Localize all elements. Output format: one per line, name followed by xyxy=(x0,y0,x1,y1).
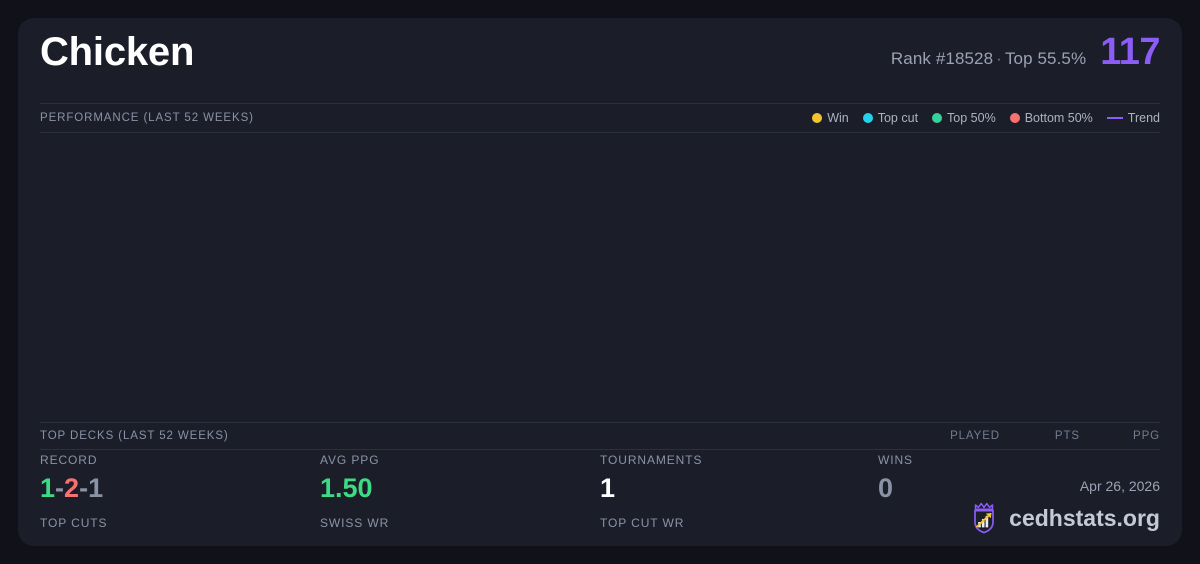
dot-icon xyxy=(932,113,943,123)
sub-label-top-cut-wr: TOP CUT WR xyxy=(600,516,685,530)
record-draws: 1 xyxy=(88,473,104,503)
dot-icon xyxy=(812,113,823,123)
stat-tournaments: TOURNAMENTS 1 TOP CUT WR xyxy=(600,454,878,546)
legend-label: Trend xyxy=(1127,111,1160,125)
column-header-ppg: PPG xyxy=(1133,430,1160,442)
footer-date: Apr 26, 2026 xyxy=(1079,478,1160,494)
dot-icon xyxy=(862,113,873,123)
card-footer: Apr 26, 2026 cedhstats.org xyxy=(970,479,1160,534)
rank-block: Rank #18528 · Top 55.5% 117 xyxy=(891,31,1161,73)
top-decks-section-label: TOP DECKS (LAST 52 WEEKS) xyxy=(40,430,229,442)
record-sep: - xyxy=(79,473,89,503)
rank-separator: · xyxy=(996,49,1002,68)
sub-label-top-cuts: TOP CUTS xyxy=(40,516,108,530)
wins-value: 0 xyxy=(878,473,894,503)
legend-item-win[interactable]: Win xyxy=(812,111,849,125)
chart-legend: Win Top cut Top 50% Bottom 50% Trend xyxy=(812,111,1160,125)
legend-label: Top 50% xyxy=(947,111,996,125)
stat-label: TOURNAMENTS xyxy=(600,453,703,467)
performance-chart[interactable] xyxy=(40,134,1160,420)
legend-label: Win xyxy=(827,111,849,125)
tournaments-value: 1 xyxy=(600,473,616,503)
legend-item-bottom-50[interactable]: Bottom 50% xyxy=(1009,111,1093,125)
stat-label: RECORD xyxy=(40,453,98,467)
record-losses: 2 xyxy=(64,473,80,503)
performance-section-label: PERFORMANCE (LAST 52 WEEKS) xyxy=(40,112,254,124)
brand-name: cedhstats.org xyxy=(1009,504,1160,531)
legend-item-top-cut[interactable]: Top cut xyxy=(862,111,919,125)
rank-meta: Rank #18528 · Top 55.5% xyxy=(891,49,1086,69)
performance-bar: PERFORMANCE (LAST 52 WEEKS) Win Top cut … xyxy=(40,103,1160,133)
legend-item-top-50[interactable]: Top 50% xyxy=(932,111,996,125)
stat-avg-ppg: AVG PPG 1.50 SWISS WR xyxy=(320,454,600,546)
stat-label: AVG PPG xyxy=(320,453,380,467)
chart-plot-area xyxy=(40,134,1160,420)
column-header-pts: PTS xyxy=(1054,430,1080,442)
shield-chart-crown-icon xyxy=(974,502,995,534)
legend-item-trend[interactable]: Trend xyxy=(1106,111,1160,125)
top-percent-label: Top 55.5% xyxy=(1004,49,1087,68)
score-value: 117 xyxy=(1100,31,1160,73)
sub-label-swiss-wr: SWISS WR xyxy=(320,516,390,530)
record-wins: 1 xyxy=(40,473,56,503)
column-header-played: PLAYED xyxy=(950,430,1000,442)
player-card: Chicken Rank #18528 · Top 55.5% 117 PERFOR… xyxy=(18,18,1182,546)
stat-wins: WINS 0 xyxy=(878,454,1160,546)
dot-icon xyxy=(1009,113,1020,123)
stats-grid: RECORD 1-2-1 TOP CUTS AVG PPG 1.50 SWISS… xyxy=(40,454,1160,546)
stat-record: RECORD 1-2-1 TOP CUTS xyxy=(40,454,320,546)
brand[interactable]: cedhstats.org xyxy=(970,502,1160,534)
line-icon xyxy=(1106,117,1123,119)
stat-label: WINS xyxy=(878,453,913,467)
rank-label: Rank #18528 xyxy=(890,49,994,68)
legend-label: Top cut xyxy=(877,111,919,125)
avg-ppg-value: 1.50 xyxy=(320,473,373,503)
page-title: Chicken xyxy=(40,30,195,74)
record-value: 1-2-1 xyxy=(40,475,308,502)
top-decks-bar: TOP DECKS (LAST 52 WEEKS) PLAYED PTS PPG xyxy=(40,422,1160,450)
card-header: Chicken Rank #18528 · Top 55.5% 117 xyxy=(18,18,1182,86)
top-decks-column-headers: PLAYED PTS PPG xyxy=(912,430,1160,442)
record-sep: - xyxy=(55,473,65,503)
legend-label: Bottom 50% xyxy=(1024,111,1093,125)
